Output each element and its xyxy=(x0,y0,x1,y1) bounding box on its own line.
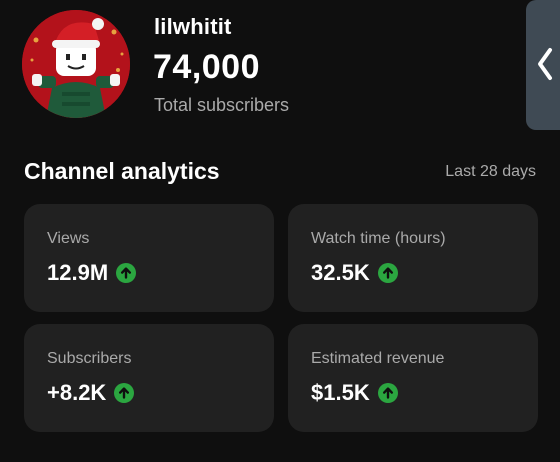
metric-label: Estimated revenue xyxy=(311,350,445,367)
chevron-left-icon xyxy=(538,48,552,80)
avatar-image xyxy=(22,10,130,118)
metric-value-row: 32.5K xyxy=(311,260,398,286)
arrow-up-circle-icon xyxy=(377,263,398,283)
metric-value-row: +8.2K xyxy=(47,380,135,406)
metric-card-subscribers[interactable]: Subscribers +8.2K xyxy=(24,324,274,432)
subscriber-label: Total subscribers xyxy=(154,95,290,115)
arrow-up-circle-icon xyxy=(114,383,135,403)
date-range-label[interactable]: Last 28 days xyxy=(445,163,536,180)
metric-card-views[interactable]: Views 12.9M xyxy=(24,204,274,312)
metric-value: 32.5K xyxy=(311,260,370,285)
subscriber-count: 74,000 xyxy=(153,48,260,86)
metric-value: +8.2K xyxy=(47,380,107,405)
metric-value-row: $1.5K xyxy=(311,380,398,406)
arrow-up-circle-icon xyxy=(377,383,398,403)
channel-avatar[interactable] xyxy=(22,10,130,118)
metric-value: 12.9M xyxy=(47,260,109,285)
metric-card-watch-time[interactable]: Watch time (hours) 32.5K xyxy=(288,204,538,312)
metric-card-estimated-revenue[interactable]: Estimated revenue $1.5K xyxy=(288,324,538,432)
metric-value-row: 12.9M xyxy=(47,260,137,286)
section-title: Channel analytics xyxy=(24,158,220,184)
metric-label: Views xyxy=(47,230,90,247)
metric-label: Watch time (hours) xyxy=(311,230,446,247)
side-panel-handle[interactable] xyxy=(526,0,560,130)
arrow-up-circle-icon xyxy=(116,263,137,283)
metric-label: Subscribers xyxy=(47,350,132,367)
channel-name: lilwhitit xyxy=(154,14,232,39)
metric-value: $1.5K xyxy=(311,380,370,405)
